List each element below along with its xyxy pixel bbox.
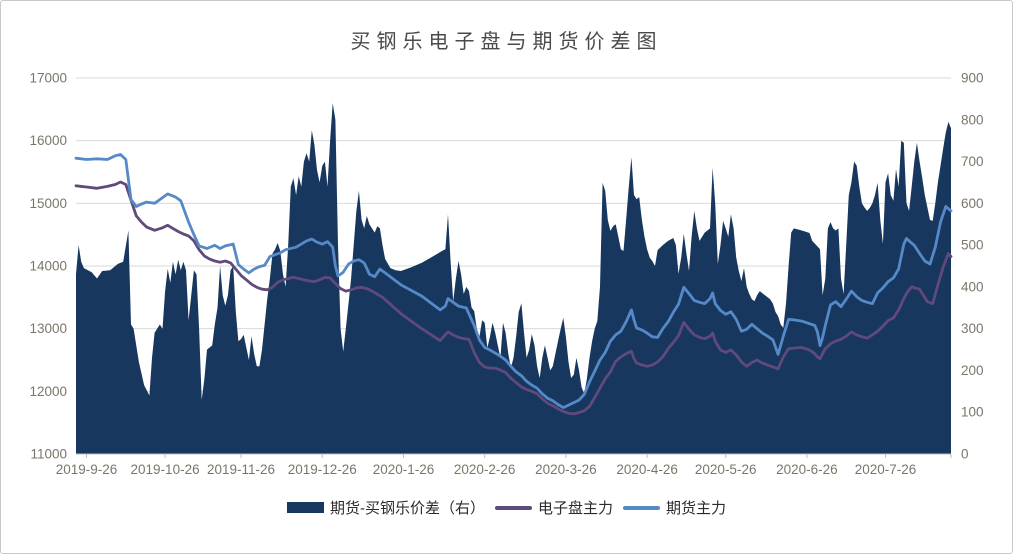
line-series-futures (74, 153, 953, 410)
svg-text:2020-3-26: 2020-3-26 (535, 462, 597, 477)
svg-text:0: 0 (961, 447, 969, 462)
legend-label-spread: 期货-买钢乐价差（右） (329, 500, 485, 517)
svg-text:15000: 15000 (29, 196, 67, 211)
legend-item-spread: 期货-买钢乐价差（右） (286, 497, 485, 518)
svg-text:900: 900 (961, 71, 984, 86)
area-series-spread (76, 103, 951, 454)
y-axis-right-labels: 0 100 200 300 400 500 600 700 800 900 (961, 71, 984, 462)
legend-swatch-spread-area (286, 502, 324, 513)
svg-text:13000: 13000 (29, 321, 67, 336)
legend-label-futures: 期货主力 (666, 500, 727, 517)
svg-text:16000: 16000 (29, 133, 67, 148)
x-axis (76, 453, 952, 458)
y-axis-left-labels: 11000 12000 13000 14000 15000 16000 17000 (29, 71, 67, 462)
svg-text:2019-9-26: 2019-9-26 (56, 462, 118, 477)
svg-text:2020-1-26: 2020-1-26 (373, 462, 435, 477)
svg-text:14000: 14000 (29, 259, 67, 274)
svg-text:2020-5-26: 2020-5-26 (695, 462, 757, 477)
chart-title: 买钢乐电子盘与期货价差图 (350, 31, 663, 53)
legend-swatch-futures-line (623, 505, 660, 510)
legend-label-electronic: 电子盘主力 (537, 500, 613, 517)
svg-text:2020-2-26: 2020-2-26 (454, 462, 516, 477)
svg-text:12000: 12000 (29, 384, 67, 399)
svg-text:400: 400 (961, 279, 984, 294)
svg-text:17000: 17000 (29, 71, 67, 86)
svg-text:700: 700 (961, 154, 984, 169)
svg-text:2019-10-26: 2019-10-26 (131, 462, 200, 477)
line-series-electronic (74, 180, 953, 416)
svg-text:300: 300 (961, 321, 984, 336)
svg-text:500: 500 (961, 238, 984, 253)
svg-text:100: 100 (961, 405, 984, 420)
svg-text:600: 600 (961, 196, 984, 211)
legend-swatch-electronic-line (494, 505, 532, 510)
legend-item-electronic: 电子盘主力 (494, 497, 613, 518)
svg-text:2020-4-26: 2020-4-26 (616, 462, 678, 477)
legend: 期货-买钢乐价差（右） 电子盘主力 期货主力 (1, 497, 1012, 518)
svg-text:2020-7-26: 2020-7-26 (855, 462, 917, 477)
svg-text:11000: 11000 (30, 447, 67, 462)
svg-text:200: 200 (961, 363, 984, 378)
svg-text:800: 800 (961, 112, 984, 127)
svg-text:2019-12-26: 2019-12-26 (288, 462, 357, 477)
x-axis-labels: 2019-9-26 2019-10-26 2019-11-26 2019-12-26 2… (56, 462, 917, 477)
svg-text:2020-6-26: 2020-6-26 (776, 462, 838, 477)
svg-text:2019-11-26: 2019-11-26 (207, 462, 275, 477)
legend-item-futures: 期货主力 (623, 497, 726, 518)
